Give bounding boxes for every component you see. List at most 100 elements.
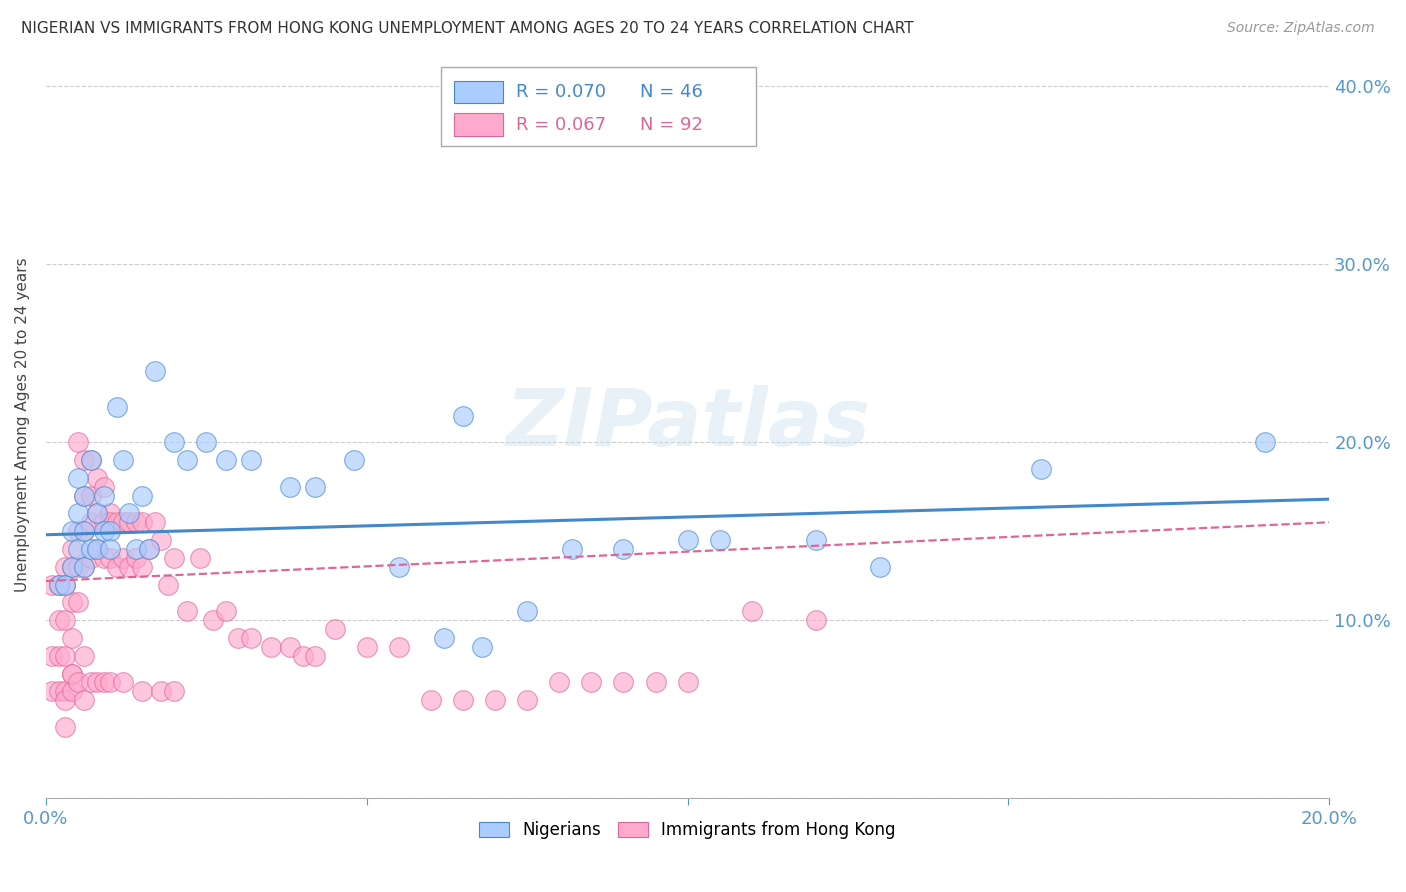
Point — [188, 550, 211, 565]
Point — [53, 693, 76, 707]
Point — [111, 550, 134, 565]
Point — [156, 577, 179, 591]
Point — [323, 622, 346, 636]
Point — [240, 453, 263, 467]
Point — [561, 541, 583, 556]
Point — [67, 435, 90, 450]
Point — [228, 631, 250, 645]
Point — [41, 577, 63, 591]
Point — [278, 640, 301, 654]
Point — [676, 675, 699, 690]
Point — [420, 693, 443, 707]
Point — [484, 693, 506, 707]
Point — [67, 541, 90, 556]
Legend: Nigerians, Immigrants from Hong Kong: Nigerians, Immigrants from Hong Kong — [472, 814, 903, 846]
Point — [451, 409, 474, 423]
Point — [98, 675, 121, 690]
Point — [67, 595, 90, 609]
Point — [53, 684, 76, 698]
Point — [53, 648, 76, 663]
Point — [60, 524, 83, 539]
Text: R = 0.067: R = 0.067 — [516, 116, 606, 134]
Point — [67, 524, 90, 539]
Point — [214, 453, 236, 467]
Point — [73, 559, 96, 574]
Point — [86, 507, 108, 521]
Point — [73, 489, 96, 503]
Point — [73, 693, 96, 707]
Point — [111, 675, 134, 690]
Point — [73, 559, 96, 574]
Point — [80, 541, 103, 556]
Point — [105, 559, 128, 574]
Point — [73, 648, 96, 663]
Point — [291, 648, 314, 663]
Point — [516, 604, 538, 618]
Point — [73, 453, 96, 467]
Point — [73, 524, 96, 539]
Point — [356, 640, 378, 654]
Point — [163, 684, 186, 698]
Point — [804, 533, 827, 547]
Point — [131, 559, 153, 574]
Point — [195, 435, 218, 450]
Point — [86, 507, 108, 521]
Point — [80, 675, 103, 690]
Point — [676, 533, 699, 547]
Point — [48, 648, 70, 663]
Point — [163, 550, 186, 565]
Point — [612, 675, 634, 690]
Point — [41, 648, 63, 663]
Text: NIGERIAN VS IMMIGRANTS FROM HONG KONG UNEMPLOYMENT AMONG AGES 20 TO 24 YEARS COR: NIGERIAN VS IMMIGRANTS FROM HONG KONG UN… — [21, 21, 914, 36]
Point — [60, 631, 83, 645]
Point — [53, 720, 76, 734]
Point — [869, 559, 891, 574]
Point — [53, 577, 76, 591]
Point — [278, 480, 301, 494]
Point — [93, 550, 115, 565]
Point — [581, 675, 603, 690]
Point — [41, 684, 63, 698]
Point — [1254, 435, 1277, 450]
Point — [118, 507, 141, 521]
Point — [259, 640, 281, 654]
Point — [163, 435, 186, 450]
Point — [93, 675, 115, 690]
Point — [67, 675, 90, 690]
Point — [67, 471, 90, 485]
Point — [176, 604, 198, 618]
Point — [451, 693, 474, 707]
Point — [60, 595, 83, 609]
Point — [548, 675, 571, 690]
Point — [86, 471, 108, 485]
Point — [131, 684, 153, 698]
Point — [118, 559, 141, 574]
Point — [125, 550, 148, 565]
Point — [304, 648, 326, 663]
Point — [105, 400, 128, 414]
Point — [48, 613, 70, 627]
Y-axis label: Unemployment Among Ages 20 to 24 years: Unemployment Among Ages 20 to 24 years — [15, 257, 30, 591]
Point — [98, 516, 121, 530]
Point — [131, 516, 153, 530]
Point — [150, 684, 173, 698]
Point — [80, 550, 103, 565]
Text: N = 46: N = 46 — [640, 83, 703, 101]
Point — [388, 559, 411, 574]
Point — [98, 524, 121, 539]
Point — [343, 453, 366, 467]
Point — [48, 577, 70, 591]
Point — [118, 516, 141, 530]
Point — [388, 640, 411, 654]
Point — [86, 541, 108, 556]
Point — [53, 613, 76, 627]
Point — [93, 524, 115, 539]
Text: N = 92: N = 92 — [640, 116, 703, 134]
Point — [804, 613, 827, 627]
Point — [125, 516, 148, 530]
Point — [471, 640, 494, 654]
Point — [93, 480, 115, 494]
Point — [131, 489, 153, 503]
Text: R = 0.070: R = 0.070 — [516, 83, 606, 101]
Point — [60, 559, 83, 574]
